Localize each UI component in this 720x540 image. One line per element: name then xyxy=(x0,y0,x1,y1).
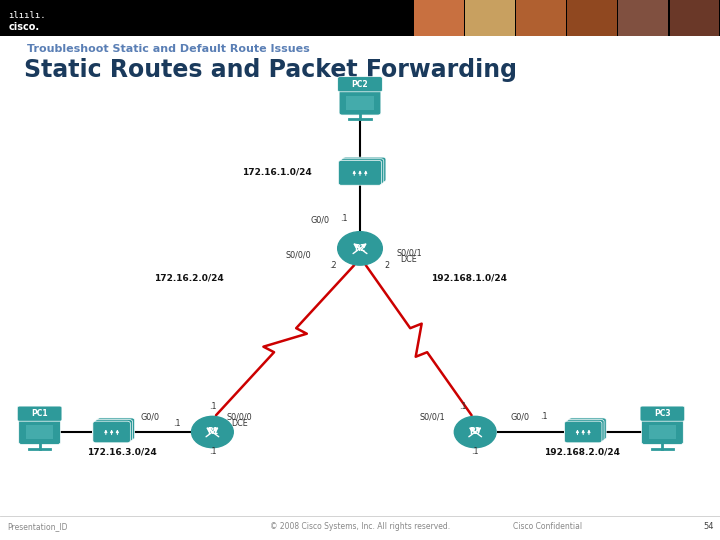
Bar xyxy=(414,0,464,36)
Text: 192.168.1.0/24: 192.168.1.0/24 xyxy=(431,274,508,282)
Text: S0/0/0: S0/0/0 xyxy=(286,251,312,260)
Text: ılıılı.: ılıılı. xyxy=(9,11,46,19)
Text: .1: .1 xyxy=(341,214,348,223)
FancyBboxPatch shape xyxy=(338,77,382,92)
Text: PC3: PC3 xyxy=(654,409,671,418)
FancyBboxPatch shape xyxy=(642,420,683,444)
FancyBboxPatch shape xyxy=(26,425,53,439)
Text: 172.16.1.0/24: 172.16.1.0/24 xyxy=(243,167,312,176)
FancyBboxPatch shape xyxy=(341,159,384,184)
FancyBboxPatch shape xyxy=(567,420,604,441)
FancyBboxPatch shape xyxy=(17,406,62,421)
Text: 172.16.3.0/24: 172.16.3.0/24 xyxy=(88,448,157,456)
Bar xyxy=(465,0,515,36)
Text: Cisco Confidential: Cisco Confidential xyxy=(513,522,582,531)
Text: G0/0: G0/0 xyxy=(510,413,529,421)
Text: cisco.: cisco. xyxy=(9,22,40,32)
Text: Troubleshoot Static and Default Route Issues: Troubleshoot Static and Default Route Is… xyxy=(27,44,310,55)
FancyBboxPatch shape xyxy=(0,0,720,36)
FancyBboxPatch shape xyxy=(346,96,374,110)
Text: R2: R2 xyxy=(354,244,366,253)
FancyBboxPatch shape xyxy=(338,160,382,185)
Circle shape xyxy=(338,232,382,265)
Text: .1: .1 xyxy=(174,420,181,428)
FancyBboxPatch shape xyxy=(343,157,386,182)
FancyBboxPatch shape xyxy=(569,418,606,440)
Circle shape xyxy=(454,416,496,448)
Text: .1: .1 xyxy=(541,413,548,421)
FancyBboxPatch shape xyxy=(339,90,381,115)
Circle shape xyxy=(192,416,233,448)
Bar xyxy=(567,0,617,36)
FancyBboxPatch shape xyxy=(95,420,132,441)
Text: S0/0/1: S0/0/1 xyxy=(419,413,445,421)
FancyBboxPatch shape xyxy=(564,421,602,443)
Text: DCE: DCE xyxy=(231,420,248,428)
Text: Static Routes and Packet Forwarding: Static Routes and Packet Forwarding xyxy=(24,58,518,82)
FancyBboxPatch shape xyxy=(19,420,60,444)
FancyBboxPatch shape xyxy=(649,425,676,439)
FancyBboxPatch shape xyxy=(640,406,685,421)
FancyBboxPatch shape xyxy=(93,421,130,443)
Text: 192.168.2.0/24: 192.168.2.0/24 xyxy=(544,448,620,456)
Text: R1: R1 xyxy=(207,428,218,436)
Text: © 2008 Cisco Systems, Inc. All rights reserved.: © 2008 Cisco Systems, Inc. All rights re… xyxy=(270,522,450,531)
Text: Presentation_ID: Presentation_ID xyxy=(7,522,68,531)
Text: 54: 54 xyxy=(703,522,714,531)
Text: DCE: DCE xyxy=(400,255,418,264)
Text: G0/0: G0/0 xyxy=(310,215,329,224)
Text: .1: .1 xyxy=(209,402,216,410)
FancyBboxPatch shape xyxy=(97,418,135,440)
Bar xyxy=(516,0,566,36)
Text: .2: .2 xyxy=(330,261,337,270)
Text: PC2: PC2 xyxy=(351,80,369,89)
Text: 172.16.2.0/24: 172.16.2.0/24 xyxy=(154,274,223,282)
Text: .1: .1 xyxy=(209,448,216,456)
Bar xyxy=(618,0,668,36)
Text: .1: .1 xyxy=(472,448,479,456)
Text: 2: 2 xyxy=(384,261,390,270)
Text: S0/0/0: S0/0/0 xyxy=(227,413,253,421)
Text: PC1: PC1 xyxy=(31,409,48,418)
Text: .1: .1 xyxy=(459,402,467,410)
Text: G0/0: G0/0 xyxy=(141,413,160,421)
Text: S0/0/1: S0/0/1 xyxy=(396,248,422,257)
Bar xyxy=(670,0,719,36)
Text: R3: R3 xyxy=(469,428,481,436)
